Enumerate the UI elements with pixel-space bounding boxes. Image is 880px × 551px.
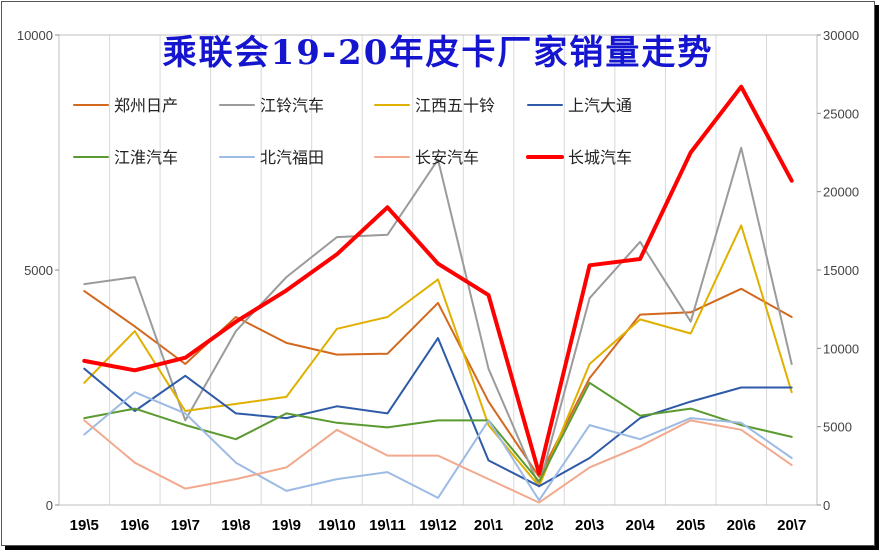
x-axis-tick-label: 19\8 bbox=[221, 517, 250, 534]
legend-label: 江铃汽车 bbox=[260, 96, 324, 115]
x-axis-tick-label: 20\6 bbox=[727, 517, 756, 534]
legend-label: 郑州日产 bbox=[114, 96, 178, 115]
right-axis-tick-label: 20000 bbox=[823, 185, 859, 200]
x-axis-tick-label: 20\4 bbox=[626, 517, 656, 534]
x-axis-tick-label: 20\1 bbox=[474, 517, 503, 534]
legend-label: 北汽福田 bbox=[260, 148, 324, 167]
chart-title: 乘联会19-20年皮卡厂家销量走势 bbox=[163, 33, 714, 73]
x-axis-tick-label: 19\5 bbox=[70, 517, 99, 534]
right-axis-tick-label: 10000 bbox=[823, 341, 859, 356]
series-line-8 bbox=[82, 84, 794, 476]
series-line-7 bbox=[83, 419, 793, 504]
series-line-1 bbox=[83, 287, 793, 478]
legend-label: 长城汽车 bbox=[568, 148, 632, 167]
series-line-3 bbox=[83, 224, 793, 488]
right-axis-tick-label: 15000 bbox=[823, 263, 859, 278]
x-axis-tick-label: 19\6 bbox=[120, 517, 149, 534]
x-axis-tick-label: 20\2 bbox=[524, 517, 553, 534]
x-axis-tick-label: 19\11 bbox=[369, 517, 406, 534]
x-axis-tick-label: 19\10 bbox=[318, 517, 356, 534]
legend-label: 上汽大通 bbox=[568, 96, 632, 115]
legend-label: 长安汽车 bbox=[415, 148, 479, 167]
x-axis-tick-label: 19\12 bbox=[419, 517, 457, 534]
x-axis-tick-label: 19\9 bbox=[272, 517, 301, 534]
left-axis-tick-label: 5000 bbox=[24, 263, 53, 278]
right-axis-tick-label: 0 bbox=[823, 498, 830, 513]
series-line-2 bbox=[83, 146, 793, 488]
left-axis-tick-label: 0 bbox=[46, 498, 53, 513]
line-chart: 0 5000 10000 0 5000 10000 15000 20000 25000 30000… bbox=[17, 28, 859, 534]
left-axis-tick-label: 10000 bbox=[17, 28, 53, 43]
series-line-4 bbox=[83, 337, 793, 488]
right-axis-tick-label: 30000 bbox=[823, 28, 859, 43]
right-axis-tick-label: 25000 bbox=[823, 106, 859, 121]
x-axis-tick-label: 20\5 bbox=[676, 517, 705, 534]
x-axis-tick-label: 20\3 bbox=[575, 517, 604, 534]
series-line-5 bbox=[83, 381, 793, 483]
x-axis-tick-label: 19\7 bbox=[171, 517, 200, 534]
legend-label: 江淮汽车 bbox=[114, 148, 178, 167]
right-axis-tick-label: 5000 bbox=[823, 420, 852, 435]
series-line-6 bbox=[83, 391, 793, 502]
legend-label: 江西五十铃 bbox=[415, 96, 495, 115]
x-axis-tick-label: 20\7 bbox=[777, 517, 806, 534]
